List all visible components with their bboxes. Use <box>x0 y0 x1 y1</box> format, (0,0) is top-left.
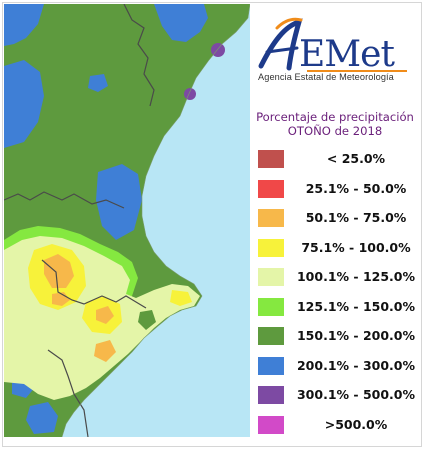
legend-label: 100.1% - 125.0% <box>296 269 416 284</box>
legend-panel: EMet Agencia Estatal de Meteorología Por… <box>250 4 420 437</box>
legend-swatch <box>258 356 284 375</box>
precipitation-map <box>4 4 250 437</box>
province-border-north <box>123 4 155 107</box>
legend-item: >500.0% <box>258 415 418 436</box>
legend-label: 50.1% - 75.0% <box>305 210 407 225</box>
legend-swatch <box>258 297 284 316</box>
legend-item: 75.1% - 100.0% <box>258 238 418 259</box>
legend-swatch <box>258 150 284 168</box>
map-title-line1: Porcentaje de precipitación <box>256 110 414 124</box>
legend-item: 100.1% - 125.0% <box>258 268 418 288</box>
logo-orange-accent <box>275 17 303 30</box>
logo-underline-orange <box>307 70 407 72</box>
legend-swatch <box>258 268 284 286</box>
logo-swoosh-bar <box>265 46 299 54</box>
legend-label: 75.1% - 100.0% <box>301 239 411 255</box>
legend-label: 200.1% - 300.0% <box>296 357 416 373</box>
province-border-south <box>41 259 147 309</box>
zone-50-75-south <box>52 292 70 306</box>
zone-200-300-south <box>26 402 58 434</box>
zone-300-500-south <box>184 88 196 100</box>
logo-swoosh <box>258 18 303 71</box>
legend-label: 300.1% - 500.0% <box>296 387 416 402</box>
legend-swatch <box>258 415 284 434</box>
zone-200-300-small <box>88 74 108 92</box>
map-title-line2: OTOÑO de 2018 <box>287 124 383 138</box>
legend-swatch <box>258 179 284 198</box>
region-border-west <box>4 191 125 209</box>
legend-item: 200.1% - 300.0% <box>258 356 418 377</box>
legend-swatch <box>258 386 284 404</box>
legend-item: 50.1% - 75.0% <box>258 209 418 229</box>
legend-item: < 25.0% <box>258 150 418 170</box>
legend-item: 150.1% - 200.0% <box>258 327 418 347</box>
legend-item: 125.1% - 150.0% <box>258 297 418 318</box>
zone-200-300-west <box>4 60 44 148</box>
legend-swatch <box>258 327 284 345</box>
zone-75-100-east <box>170 290 192 306</box>
coastline <box>61 4 250 437</box>
region-border-southwest <box>47 349 89 437</box>
zone-150-200-south <box>138 310 156 330</box>
zone-50-75-southwest <box>94 340 116 362</box>
zone-200-300-central <box>96 164 142 240</box>
zone-200-300-northeast <box>154 4 208 42</box>
zone-50-75-north <box>44 254 74 288</box>
legend-label: 25.1% - 50.0% <box>305 180 407 196</box>
legend-label: < 25.0% <box>326 151 386 166</box>
legend-item: 300.1% - 500.0% <box>258 386 418 406</box>
logo-brand-text: EMet <box>299 34 395 75</box>
legend-swatch <box>258 209 284 227</box>
logo-subtitle: Agencia Estatal de Meteorología <box>258 72 394 82</box>
legend-label: 150.1% - 200.0% <box>296 328 416 343</box>
aemet-logo: EMet <box>258 17 407 75</box>
zone-50-75-center <box>96 306 114 324</box>
legend-label: 125.1% - 150.0% <box>296 298 416 314</box>
legend-label: >500.0% <box>324 416 388 432</box>
zone-200-300-north <box>4 4 44 46</box>
legend-item: 25.1% - 50.0% <box>258 179 418 200</box>
legend-swatch <box>258 238 284 257</box>
